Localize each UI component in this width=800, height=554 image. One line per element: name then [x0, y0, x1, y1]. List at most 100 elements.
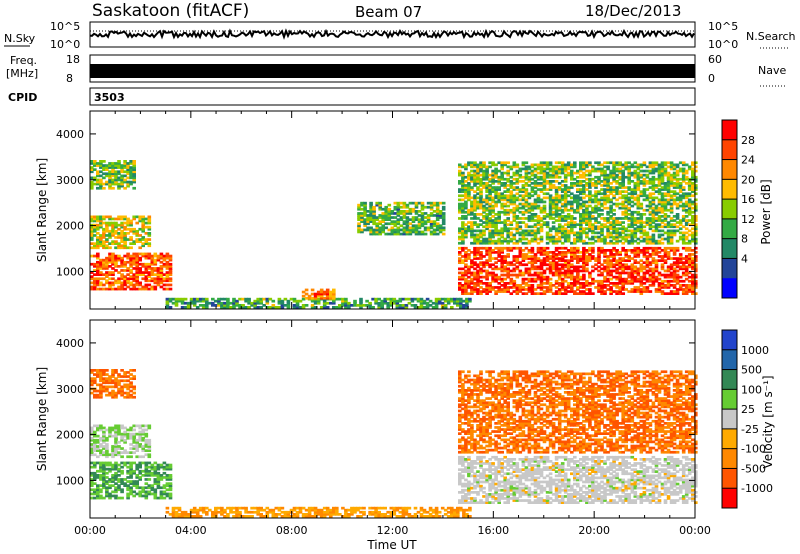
data-cell — [545, 246, 550, 250]
data-cell — [597, 213, 601, 216]
data-cell — [573, 163, 577, 167]
data-cell — [344, 304, 348, 307]
data-cell — [521, 237, 526, 241]
data-cell — [606, 188, 610, 191]
data-cell — [111, 223, 115, 227]
data-cell — [672, 257, 677, 260]
data-cell — [473, 288, 477, 291]
data-cell — [144, 267, 149, 270]
data-cell — [132, 273, 136, 276]
data-cell — [500, 279, 504, 283]
data-cell — [648, 277, 653, 281]
data-cell — [642, 288, 647, 291]
data-cell — [114, 170, 118, 174]
data-cell — [678, 219, 683, 222]
data-cell — [654, 277, 659, 281]
data-cell — [563, 251, 568, 254]
data-cell — [591, 200, 595, 204]
data-cell — [357, 228, 361, 232]
data-cell — [153, 281, 158, 285]
data-cell — [621, 277, 625, 281]
data-cell — [102, 164, 106, 167]
data-cell — [530, 237, 535, 241]
data-cell — [162, 258, 167, 262]
data-cell — [102, 166, 106, 169]
data-cell — [663, 161, 668, 165]
data-cell — [678, 177, 683, 181]
data-cell — [663, 186, 668, 189]
data-cell — [138, 227, 142, 231]
data-cell — [551, 239, 556, 243]
data-cell — [494, 194, 498, 198]
data-cell — [621, 173, 625, 177]
data-cell — [530, 273, 535, 277]
data-cell — [509, 282, 514, 285]
data-cell — [524, 169, 529, 173]
data-cell — [120, 269, 124, 272]
data-cell — [378, 230, 382, 234]
y-tick-label: 2000 — [56, 220, 84, 233]
data-cell — [633, 219, 638, 222]
data-cell — [663, 182, 668, 185]
data-cell — [120, 215, 124, 219]
data-cell — [332, 288, 336, 292]
data-cell — [90, 236, 94, 239]
data-cell — [585, 284, 589, 287]
data-cell — [500, 255, 504, 258]
data-cell — [253, 301, 257, 305]
data-cell — [473, 173, 477, 177]
data-cell — [675, 273, 680, 277]
data-cell — [687, 265, 692, 269]
data-cell — [627, 202, 631, 206]
data-cell — [594, 190, 598, 193]
data-cell — [678, 221, 683, 224]
data-cell — [536, 259, 541, 262]
data-cell — [666, 237, 671, 241]
data-cell — [138, 494, 142, 498]
data-cell — [636, 167, 641, 171]
data-cell — [393, 205, 398, 209]
data-cell — [618, 227, 622, 231]
data-cell — [111, 234, 115, 237]
data-cell — [90, 484, 94, 487]
data-cell — [633, 231, 638, 235]
data-cell — [428, 299, 433, 303]
data-cell — [325, 292, 330, 296]
data-cell — [90, 225, 94, 229]
data-cell — [363, 212, 367, 215]
data-cell — [630, 173, 635, 177]
data-cell — [687, 259, 692, 262]
data-cell — [627, 182, 631, 185]
data-cell — [265, 301, 270, 305]
data-cell — [533, 190, 538, 193]
data-cell — [651, 163, 656, 167]
data-cell — [458, 165, 462, 169]
data-cell — [96, 265, 100, 268]
data-cell — [542, 251, 547, 254]
data-cell — [642, 246, 647, 250]
data-cell — [521, 188, 526, 191]
data-cell — [678, 231, 683, 235]
data-cell — [111, 172, 115, 176]
data-cell — [458, 217, 462, 220]
data-cell — [105, 486, 109, 490]
data-cell — [476, 186, 480, 189]
data-cell — [515, 196, 520, 200]
data-cell — [573, 231, 577, 235]
data-cell — [654, 177, 659, 181]
data-cell — [93, 217, 97, 221]
data-cell — [435, 228, 440, 232]
data-cell — [363, 210, 367, 213]
data-cell — [527, 290, 532, 293]
data-cell — [217, 304, 221, 307]
data-cell — [557, 208, 562, 212]
data-cell — [600, 163, 604, 167]
data-cell — [476, 206, 480, 210]
data-cell — [363, 207, 367, 211]
data-cell — [485, 188, 489, 191]
data-cell — [503, 213, 507, 216]
data-cell — [557, 196, 562, 200]
data-cell — [120, 166, 124, 169]
data-cell — [612, 171, 616, 175]
data-cell — [108, 242, 112, 245]
